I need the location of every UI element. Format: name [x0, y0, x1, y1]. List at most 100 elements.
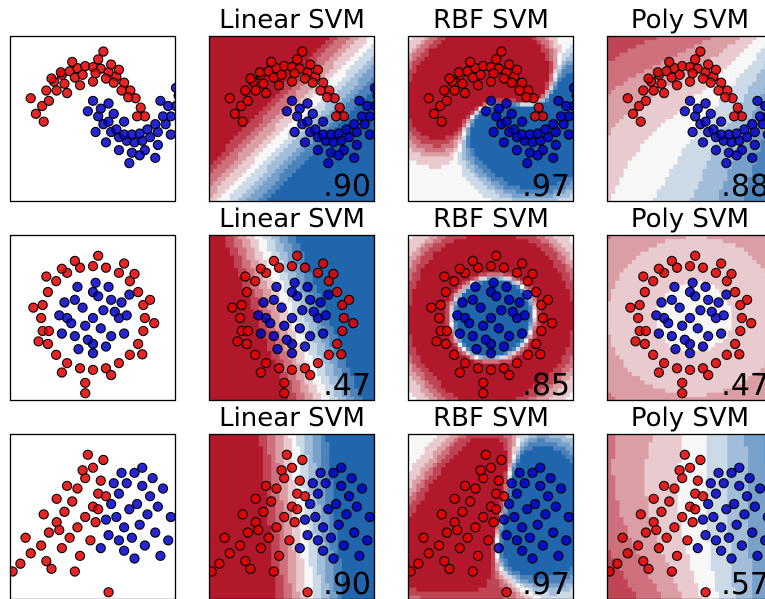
decision-cell [308, 148, 314, 153]
decision-cell [437, 110, 442, 116]
decision-cell [449, 189, 455, 195]
decision-cell [739, 185, 745, 191]
decision-cell [416, 152, 422, 157]
decision-cell [648, 102, 654, 108]
decision-cell [528, 164, 534, 170]
decision-cell [748, 168, 753, 174]
decision-cell [312, 164, 318, 170]
decision-cell [428, 56, 434, 62]
decision-cell [221, 85, 227, 91]
decision-cell [611, 40, 616, 45]
decision-cell [424, 139, 430, 145]
decision-cell [495, 172, 500, 178]
decision-cell [553, 172, 558, 178]
data-point-class-0 [428, 108, 440, 119]
decision-cell [461, 36, 467, 41]
decision-cell [474, 106, 480, 112]
decision-cell [623, 77, 629, 83]
decision-cell [262, 114, 268, 120]
decision-cell [316, 36, 322, 41]
data-point-class-1 [142, 124, 153, 135]
decision-cell [710, 40, 716, 45]
decision-cell [441, 168, 446, 174]
decision-cell [354, 52, 359, 58]
decision-cell [432, 94, 438, 99]
decision-cell [337, 56, 343, 62]
decision-cell [254, 160, 260, 166]
decision-cell [677, 135, 683, 141]
decision-cell [482, 40, 488, 45]
decision-cell [561, 185, 567, 191]
decision-cell [428, 81, 434, 87]
decision-cell [652, 164, 658, 170]
decision-cell [325, 36, 330, 41]
decision-cell [644, 106, 650, 112]
decision-cell [681, 52, 687, 58]
decision-cell [731, 73, 737, 79]
data-point-class-0 [61, 87, 73, 99]
decision-cell [544, 160, 550, 166]
decision-cell [420, 139, 426, 145]
decision-cell [615, 52, 621, 58]
decision-cell [350, 102, 355, 108]
decision-cell [669, 185, 674, 191]
decision-cell [743, 98, 749, 103]
decision-cell [432, 185, 438, 191]
decision-cell [321, 48, 326, 54]
decision-cell [648, 152, 654, 157]
decision-cell [660, 193, 666, 199]
decision-cell [648, 172, 654, 178]
decision-cell [690, 40, 695, 45]
decision-cell [445, 110, 451, 116]
decision-cell [221, 189, 227, 195]
decision-cell [511, 98, 517, 103]
decision-cell [756, 77, 762, 83]
decision-cell [540, 177, 546, 182]
decision-cell [217, 114, 223, 120]
decision-cell [631, 160, 637, 166]
decision-cell [561, 197, 567, 202]
decision-cell [536, 40, 542, 45]
decision-cell [453, 60, 459, 66]
decision-cell [644, 185, 650, 191]
decision-cell [656, 143, 662, 149]
decision-cell [631, 185, 637, 191]
decision-cell [246, 193, 252, 199]
decision-cell [474, 177, 480, 182]
decision-cell [304, 152, 310, 157]
decision-cell [275, 168, 281, 174]
decision-cell [760, 172, 765, 178]
decision-cell [607, 110, 612, 116]
decision-cell [569, 148, 574, 153]
decision-cell [515, 114, 521, 120]
decision-cell [470, 156, 475, 162]
decision-cell [221, 139, 227, 145]
decision-cell [540, 36, 546, 41]
decision-cell [345, 81, 351, 87]
decision-cell [416, 110, 422, 116]
decision-cell [656, 44, 662, 50]
decision-cell [748, 81, 753, 87]
classifier-panel-rbf: .97 [407, 35, 575, 204]
decision-cell [615, 160, 621, 166]
decision-cell [246, 156, 252, 162]
decision-cell [611, 44, 616, 50]
decision-cell [478, 48, 484, 54]
decision-cell [673, 102, 679, 108]
decision-cell [536, 193, 542, 199]
decision-cell [644, 123, 650, 128]
data-point-class-1 [286, 95, 298, 106]
decision-cell [217, 110, 223, 116]
decision-cell [366, 193, 372, 199]
decision-cell [640, 65, 645, 70]
decision-cell [478, 143, 484, 149]
decision-cell [681, 123, 687, 128]
decision-cell [607, 44, 612, 50]
decision-cell [478, 168, 484, 174]
decision-cell [511, 40, 517, 45]
decision-cell [428, 73, 434, 79]
decision-cell [727, 197, 733, 202]
decision-cell [760, 48, 765, 54]
decision-cell [300, 127, 306, 133]
decision-cell [544, 177, 550, 182]
